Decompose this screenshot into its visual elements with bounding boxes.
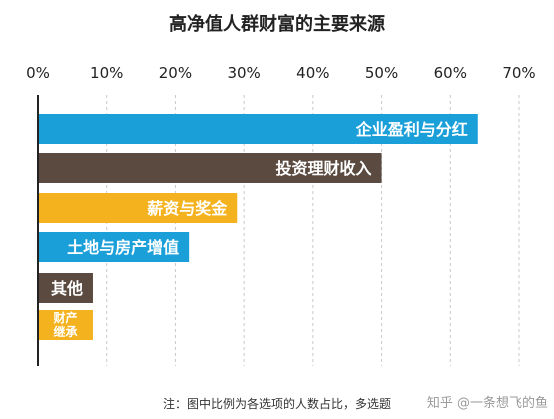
chart-note: 注：图中比例为各选项的人数占比，多选题 bbox=[163, 396, 391, 411]
bar-label: 继承 bbox=[53, 324, 77, 339]
bar-label: 其他 bbox=[51, 279, 83, 298]
bar-label: 土地与房产增值 bbox=[67, 238, 179, 257]
chart-title: 高净值人群财富的主要来源 bbox=[169, 13, 385, 35]
bar bbox=[38, 273, 93, 303]
bar-label: 财产 bbox=[52, 310, 77, 325]
x-tick-label: 0% bbox=[26, 64, 50, 82]
bar-label: 薪资与奖金 bbox=[147, 199, 228, 218]
bar bbox=[38, 193, 238, 223]
bar bbox=[38, 114, 478, 144]
x-tick-label: 30% bbox=[227, 64, 260, 82]
watermark: 知乎 @一条想飞的鱼 bbox=[427, 395, 548, 411]
x-tick-label: 20% bbox=[159, 64, 192, 82]
x-tick-label: 60% bbox=[434, 64, 467, 82]
bar bbox=[38, 310, 93, 340]
bar bbox=[38, 232, 190, 262]
x-tick-label: 70% bbox=[502, 64, 535, 82]
x-tick-label: 40% bbox=[296, 64, 329, 82]
x-tick-label: 50% bbox=[365, 64, 398, 82]
bar-label: 投资理财收入 bbox=[276, 159, 372, 178]
bar-label: 企业盈利与分红 bbox=[355, 120, 468, 139]
x-tick-labels: 0% 10% 20% 30% 40% 50% 60% 70% bbox=[26, 64, 536, 82]
bar bbox=[38, 153, 382, 183]
x-tick-label: 10% bbox=[90, 64, 123, 82]
